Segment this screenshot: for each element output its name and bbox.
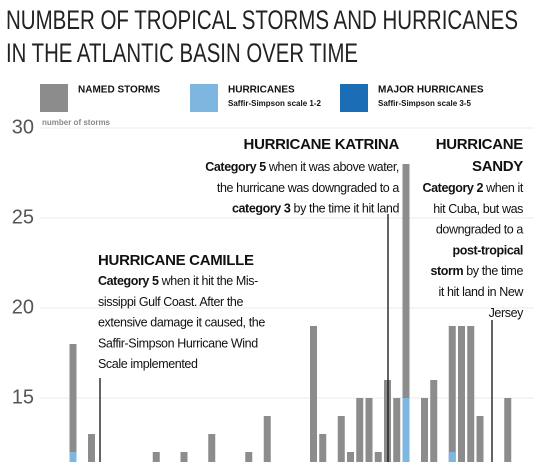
annotation-run: by the time it hit land: [290, 202, 399, 216]
bar: [310, 326, 317, 462]
annotation-text: category 3 by the time it hit land: [232, 202, 399, 216]
bar: [476, 416, 484, 462]
annotation-run: when it was above water,: [266, 160, 399, 174]
legend-subtitle: Saffir-Simpson scale 1-2: [228, 99, 321, 108]
bar: [152, 452, 160, 462]
annotation-run: Category 5: [205, 160, 266, 174]
y-tick-label: 15: [12, 386, 34, 408]
legend-label: MAJOR HURRICANES: [378, 85, 484, 96]
annotation-run: when it hit the Mis-: [159, 274, 259, 288]
annotation-title: SANDY: [472, 158, 523, 175]
bar: [467, 326, 475, 462]
annotation-text: downgraded to a: [436, 223, 524, 237]
annotation-run: when it: [483, 181, 524, 195]
bar: [365, 398, 373, 462]
annotation-text: Category 2 when it: [423, 181, 524, 195]
annotation-text: storm by the time: [430, 264, 523, 278]
annotation-run: by the time: [463, 264, 523, 278]
annotation-text: extensive damage it caused, the: [98, 316, 265, 330]
annotation-text: the hurricane was downgraded to a: [217, 181, 400, 195]
legend-swatch: [340, 84, 368, 112]
bar: [69, 452, 77, 462]
annotation-run: hit Cuba, but was: [433, 202, 523, 216]
legend-swatch: [40, 84, 68, 112]
annotation-run: Category 2: [423, 181, 484, 195]
y-tick-label: 25: [12, 206, 34, 228]
annotation-title: HURRICANE: [436, 136, 524, 153]
bar: [402, 164, 410, 462]
legend-swatch: [190, 84, 218, 112]
annotation-text: Saffir-Simpson Hurricane Wind: [98, 337, 258, 351]
annotation-text: sissippi Gulf Coast. After the: [98, 295, 243, 309]
chart-title: NUMBER OF TROPICAL STORMS AND HURRICANES: [6, 5, 518, 35]
annotation-run: downgraded to a: [436, 223, 524, 237]
bar: [319, 434, 327, 462]
bar: [337, 416, 345, 462]
y-tick-label: 20: [12, 296, 34, 318]
bar: [374, 452, 382, 462]
bar: [69, 344, 77, 462]
annotation-run: Saffir-Simpson Hurricane Wind: [98, 337, 258, 351]
annotation-run: Scale implemented: [98, 357, 198, 371]
annotation-run: sissippi Gulf Coast. After the: [98, 295, 243, 309]
annotation-title: HURRICANE CAMILLE: [98, 252, 254, 269]
bar: [504, 398, 512, 462]
legend-label: HURRICANES: [228, 85, 295, 96]
bar: [245, 452, 253, 462]
bar: [421, 398, 428, 462]
bar: [263, 416, 271, 462]
bar: [448, 326, 456, 462]
y-tick-label: 30: [12, 116, 34, 138]
annotation-run: extensive damage it caused, the: [98, 316, 265, 330]
legend-label: NAMED STORMS: [78, 85, 160, 96]
bar: [402, 398, 410, 462]
annotation-run: Jersey: [489, 306, 525, 320]
legend-subtitle: Saffir-Simpson scale 3-5: [378, 99, 471, 108]
annotation-run: Category 5: [98, 274, 159, 288]
bar: [430, 380, 438, 462]
annotation-text: it hit land in New: [438, 285, 524, 299]
annotation-text: Category 5 when it was above water,: [205, 160, 399, 174]
annotation-text: Category 5 when it hit the Mis-: [98, 274, 258, 288]
y-axis-label: number of storms: [42, 118, 111, 127]
bar: [458, 326, 465, 462]
chart-title: IN THE ATLANTIC BASIN OVER TIME: [6, 38, 358, 68]
bar: [448, 452, 456, 462]
annotation-run: category 3: [232, 202, 291, 216]
bar: [393, 398, 401, 462]
bar: [88, 434, 95, 462]
annotation-run: post-tropical: [453, 244, 524, 258]
annotation-text: hit Cuba, but was: [433, 202, 523, 216]
annotation-text: Scale implemented: [98, 357, 198, 371]
annotation-text: post-tropical: [453, 244, 524, 258]
bar: [347, 452, 354, 462]
annotation-text: Jersey: [489, 306, 525, 320]
annotation-run: storm: [430, 264, 463, 278]
annotation-title: HURRICANE KATRINA: [244, 136, 400, 153]
annotation-run: the hurricane was downgraded to a: [217, 181, 400, 195]
annotation-run: it hit land in New: [438, 285, 524, 299]
bar: [180, 452, 188, 462]
bar: [208, 434, 216, 462]
bar: [356, 398, 364, 462]
